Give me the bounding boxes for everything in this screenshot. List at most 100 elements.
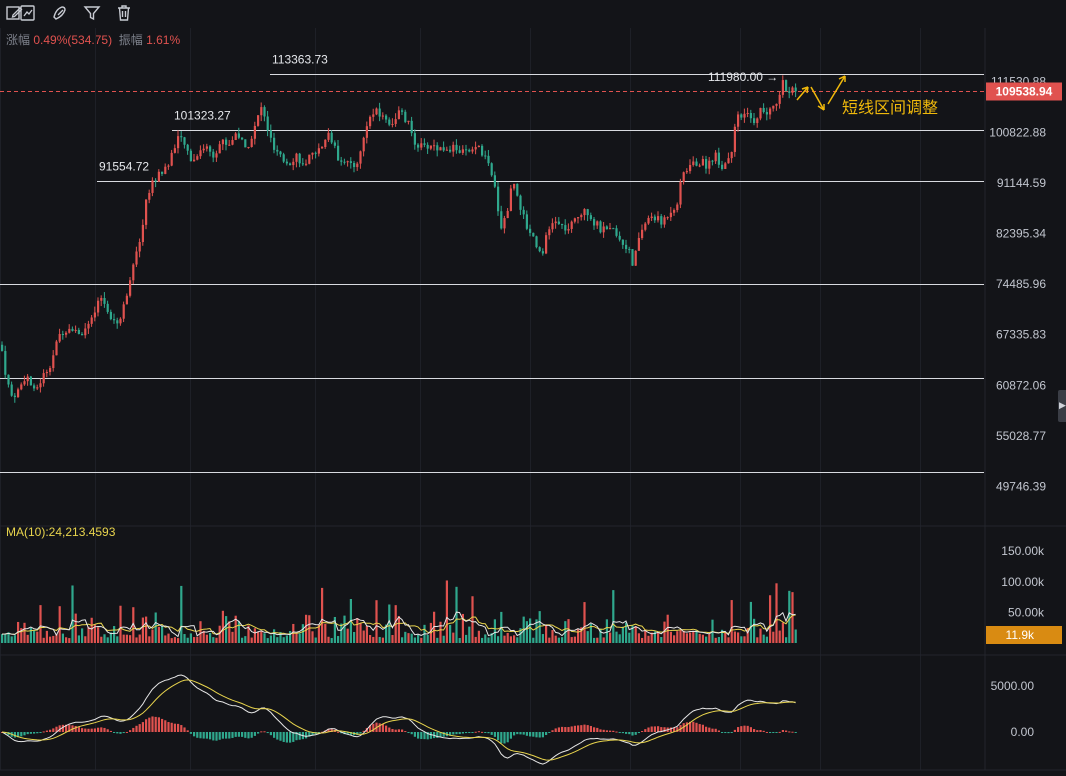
candle: [506, 210, 509, 219]
volume-bar: [199, 621, 202, 643]
candle: [330, 132, 333, 143]
macd-histogram-bar: [263, 731, 266, 733]
macd-histogram-bar: [711, 728, 714, 732]
candle: [791, 87, 794, 93]
candle: [618, 235, 621, 240]
macd-histogram-bar: [717, 730, 720, 732]
macd-histogram-bar: [449, 732, 452, 736]
macd-histogram-bar: [637, 732, 640, 734]
macd-histogram-bar: [461, 732, 464, 734]
macd-histogram-bar: [196, 732, 199, 738]
volume-bar: [538, 611, 541, 643]
volume-bar: [209, 632, 212, 643]
candle: [193, 159, 196, 162]
volume-bar: [618, 634, 621, 643]
volume-bar: [401, 637, 404, 643]
macd-histogram-bar: [330, 729, 333, 732]
macd-histogram-bar: [497, 732, 500, 741]
macd-histogram-bar: [49, 729, 52, 732]
note-icon[interactable]: [18, 3, 38, 23]
macd-histogram-bar: [612, 730, 615, 732]
volume-bar: [362, 630, 365, 643]
macd-histogram-bar: [506, 732, 509, 743]
macd-histogram-bar: [97, 727, 100, 732]
volume-bar: [788, 590, 791, 643]
volume-bar: [628, 632, 631, 643]
macd-histogram-bar: [417, 732, 420, 739]
macd-histogram-bar: [167, 722, 170, 732]
candle: [436, 145, 439, 151]
macd-histogram-bar: [426, 732, 429, 740]
side-panel-toggle[interactable]: ▶: [1058, 390, 1066, 422]
candle: [353, 162, 356, 168]
macd-histogram-bar: [436, 732, 439, 738]
volume-bar: [29, 627, 32, 643]
volume-bar: [679, 629, 682, 643]
volume-bar: [93, 624, 96, 643]
macd-histogram-bar: [596, 727, 599, 732]
edit-icon[interactable]: [4, 3, 24, 23]
macd-histogram-bar: [186, 730, 189, 732]
volume-bar: [167, 633, 170, 643]
candle: [781, 80, 784, 95]
volume-bar: [397, 616, 400, 643]
volume-bar: [647, 635, 650, 643]
volume-bar: [23, 622, 26, 643]
trash-icon[interactable]: [114, 3, 134, 23]
volume-bar: [481, 637, 484, 643]
macd-histogram-bar: [724, 732, 727, 734]
candle: [669, 212, 672, 218]
macd-histogram-bar: [17, 732, 20, 738]
candle: [573, 218, 576, 222]
volume-bar: [170, 638, 173, 643]
macd-histogram-bar: [599, 729, 602, 732]
volume-bar: [103, 634, 106, 643]
candle: [138, 242, 141, 252]
volume-bar: [308, 615, 311, 643]
candle: [119, 318, 122, 324]
candle: [753, 118, 756, 124]
macd-histogram-bar: [401, 729, 404, 732]
candle: [273, 137, 276, 150]
filter-icon[interactable]: [82, 3, 102, 23]
candle: [183, 137, 186, 145]
volume-bar: [49, 636, 52, 643]
candle: [657, 216, 660, 221]
macd-histogram-bar: [151, 716, 154, 732]
volume-ma5-line: [1, 611, 796, 638]
volume-bar: [183, 634, 186, 643]
volume-bar: [730, 600, 733, 643]
macd-histogram-bar: [173, 723, 176, 732]
macd-histogram-bar: [282, 732, 285, 742]
macd-histogram-bar: [407, 732, 410, 733]
macd-histogram-bar: [103, 727, 106, 732]
volume-bar: [129, 635, 132, 643]
candle: [455, 144, 458, 151]
candle: [426, 144, 429, 149]
annotation-text: 短线区间调整: [842, 99, 938, 117]
candle: [449, 149, 452, 152]
candle: [458, 150, 461, 153]
candle: [417, 144, 420, 148]
pencil-icon[interactable]: [50, 3, 70, 23]
candle: [103, 297, 106, 304]
volume-bar: [71, 585, 74, 643]
macd-histogram-bar: [673, 727, 676, 732]
macd-histogram-bar: [573, 725, 576, 732]
volume-bar: [685, 633, 688, 643]
candle: [122, 304, 125, 319]
volume-bar: [116, 636, 119, 643]
trend-annotation: 短线区间调整: [796, 75, 938, 117]
macd-histogram-bar: [615, 731, 618, 733]
price-axis-tick: 91144.59: [997, 176, 1046, 190]
macd-histogram-bar: [513, 732, 516, 736]
macd-histogram-bar: [29, 732, 32, 734]
price-axis-tick: 49746.39: [996, 480, 1046, 494]
macd-histogram-bar: [794, 732, 797, 733]
candle: [314, 152, 317, 154]
candle: [39, 383, 42, 388]
candle: [625, 244, 628, 250]
candle: [407, 120, 410, 122]
macd-histogram-bar: [39, 732, 42, 733]
